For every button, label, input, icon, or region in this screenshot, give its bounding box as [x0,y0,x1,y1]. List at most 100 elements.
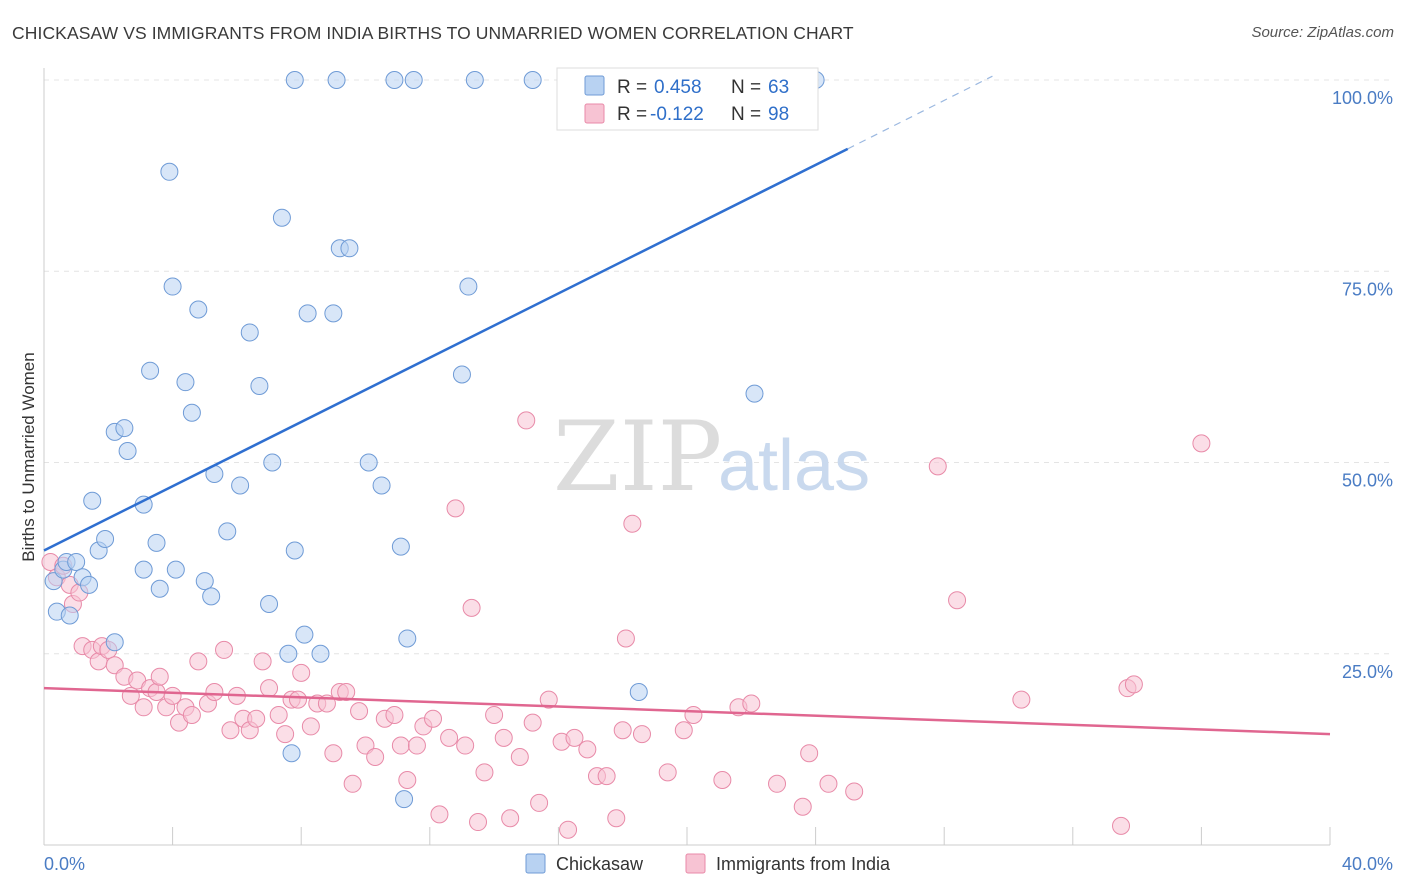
india-point-46 [343,774,362,793]
india-point-38 [288,690,307,709]
legend-swatch-chickasaw [584,75,605,96]
india-point-26 [205,683,224,701]
india-point-56 [424,709,443,728]
legend-r-value-2: -0.122 [650,104,704,125]
india-point-34 [260,679,279,698]
india-point-95 [948,591,967,610]
india-point-61 [462,598,481,617]
chickasaw-trend-line [43,147,849,552]
chickasaw-point-20 [160,162,179,181]
india-point-96 [1012,690,1031,709]
y-tick-labels: 25.0% 50.0% 75.0% 100.0% [1332,88,1393,682]
india-point-53 [398,770,417,789]
y-axis-label: Births to Unmarried Women [19,352,38,561]
chickasaw-point-30 [231,476,250,495]
chickasaw-point-34 [263,453,282,472]
chickasaw-point-11 [105,633,124,652]
chickasaw-point-47 [395,790,414,809]
india-point-93 [845,782,864,801]
india-point-35 [269,705,288,724]
legend-swatch-india [584,103,605,124]
india-points [41,411,1211,839]
india-point-97 [1112,816,1131,835]
chickasaw-point-5 [67,552,86,571]
watermark-zip: ZIP [553,401,722,513]
y-tick-label-3: 100.0% [1332,88,1393,108]
chickasaw-point-44 [359,453,378,472]
chickasaw-point-52 [745,384,764,403]
chickasaw-point-35 [272,208,291,227]
india-point-77 [597,767,616,786]
india-point-66 [501,809,520,828]
chickasaw-point-38 [295,625,314,644]
india-point-28 [221,721,240,740]
legend-n-label-2: N = [731,104,761,125]
india-point-82 [632,725,651,744]
chickasaw-point-48 [398,629,417,648]
chickasaw-point-45 [372,476,391,495]
india-point-81 [623,514,642,533]
india-point-54 [407,736,426,755]
chickasaw-point-46 [391,537,410,556]
legend-correlation: R = 0.458 N = 63 R = -0.122 N = 98 [556,67,819,131]
india-point-91 [800,744,819,763]
legend-r-value-1: 0.458 [654,77,702,98]
chickasaw-point-57 [404,71,423,89]
chickasaw-point-13 [115,419,134,438]
india-point-67 [510,748,529,767]
india-point-78 [607,809,626,828]
chart-source: Source: ZipAtlas.com [1251,24,1394,41]
chickasaw-point-40 [311,644,330,663]
chickasaw-point-31 [240,323,259,342]
legend-r-label-1: R = [617,77,647,98]
india-point-94 [928,457,947,476]
chickasaw-point-51 [629,683,648,701]
india-point-70 [530,793,549,812]
legend-bottom-swatch-chickasaw [525,853,546,874]
chickasaw-point-17 [141,361,160,380]
chickasaw-point-14 [118,442,137,461]
legend-series: Chickasaw Immigrants from India [525,853,891,874]
india-point-62 [469,813,488,832]
chickasaw-point-33 [260,595,279,614]
india-point-73 [559,820,578,839]
india-point-80 [616,629,635,648]
y-tick-label-1: 50.0% [1342,471,1393,491]
india-point-74 [565,728,584,747]
y-tick-label-0: 25.0% [1342,662,1393,682]
india-point-15 [134,698,153,717]
chickasaw-point-7 [80,575,99,594]
chickasaw-point-19 [150,579,169,598]
india-point-59 [446,499,465,518]
chickasaw-point-10 [96,530,115,548]
india-point-23 [182,705,201,724]
india-point-49 [366,748,385,767]
chickasaw-point-0 [44,572,63,591]
chickasaw-point-58 [465,71,484,89]
watermark-atlas: atlas [718,426,870,506]
india-point-99 [1124,675,1143,694]
india-point-63 [475,763,494,782]
india-point-43 [324,744,343,763]
india-point-60 [456,736,475,755]
chickasaw-point-25 [189,300,208,319]
legend-n-value-1: 63 [768,77,789,98]
chickasaw-point-41 [324,304,343,323]
india-point-71 [539,690,558,709]
x-tick-label-min: 0.0% [44,854,85,874]
chickasaw-point-24 [182,403,201,422]
india-point-75 [578,740,597,759]
india-point-48 [356,736,375,755]
chickasaw-point-59 [523,71,542,89]
chickasaw-point-32 [250,377,269,395]
india-point-88 [742,694,761,713]
chickasaw-point-15 [134,560,153,579]
chickasaw-point-27 [202,587,221,606]
india-point-100 [1192,434,1211,453]
india-point-90 [793,797,812,816]
chickasaw-point-29 [218,522,237,541]
chickasaw-point-26 [195,572,214,591]
india-point-65 [494,728,513,747]
chickasaw-point-23 [176,373,195,392]
